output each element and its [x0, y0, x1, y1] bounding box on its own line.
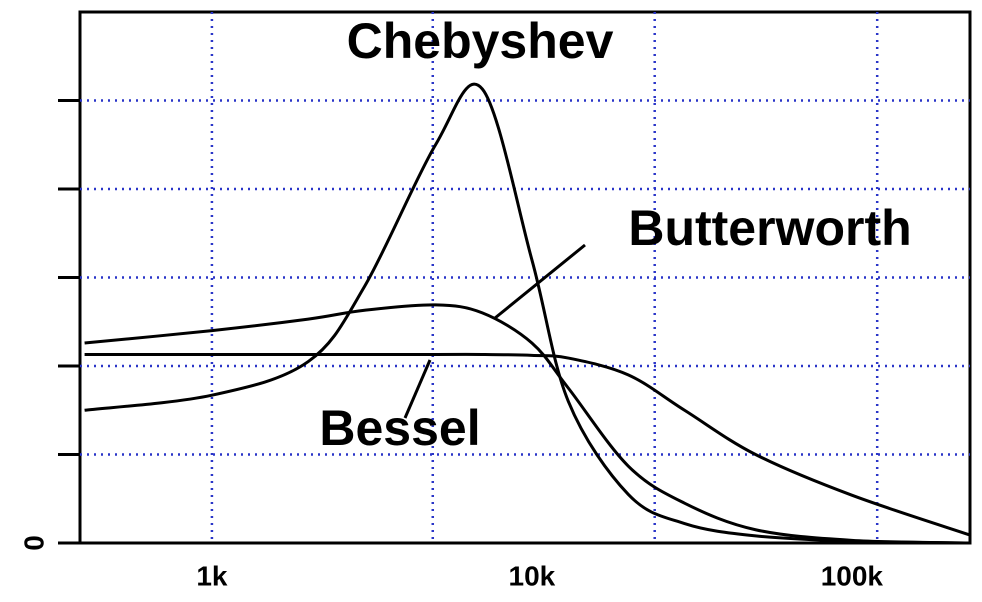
series-line: [84, 82, 971, 545]
x-tick-label: 1k: [196, 560, 228, 591]
butterworth-pointer: [494, 243, 586, 320]
butterworth-label: Butterworth: [628, 200, 911, 256]
bessel-pointer: [403, 359, 432, 419]
lines: [84, 82, 971, 545]
bessel-label: Bessel: [319, 400, 480, 456]
x-tick-label: 10k: [509, 560, 556, 591]
y-tick-label: 0: [18, 535, 49, 551]
x-tick-label: 100k: [821, 560, 884, 591]
chebyshev-label: Chebyshev: [347, 13, 614, 69]
series-line: [84, 352, 971, 537]
series-line: [84, 303, 971, 545]
grid: [58, 12, 970, 545]
